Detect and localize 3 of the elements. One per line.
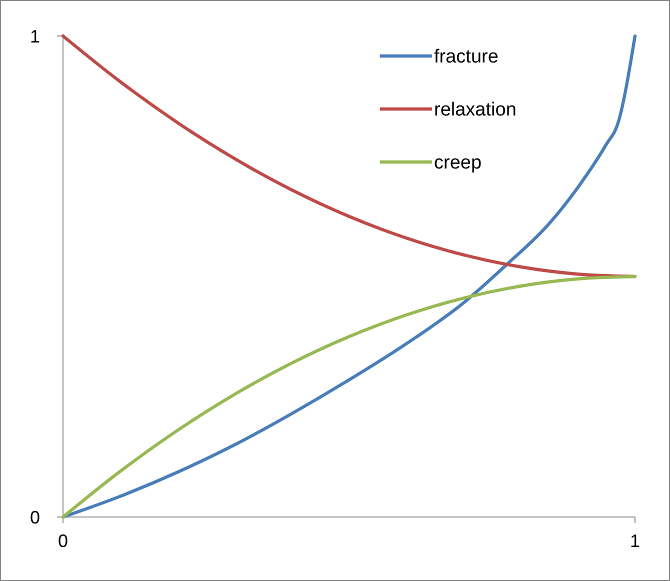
legend-label: fracture — [434, 46, 498, 68]
legend-label: creep — [434, 152, 482, 174]
legend-label: relaxation — [434, 100, 516, 121]
